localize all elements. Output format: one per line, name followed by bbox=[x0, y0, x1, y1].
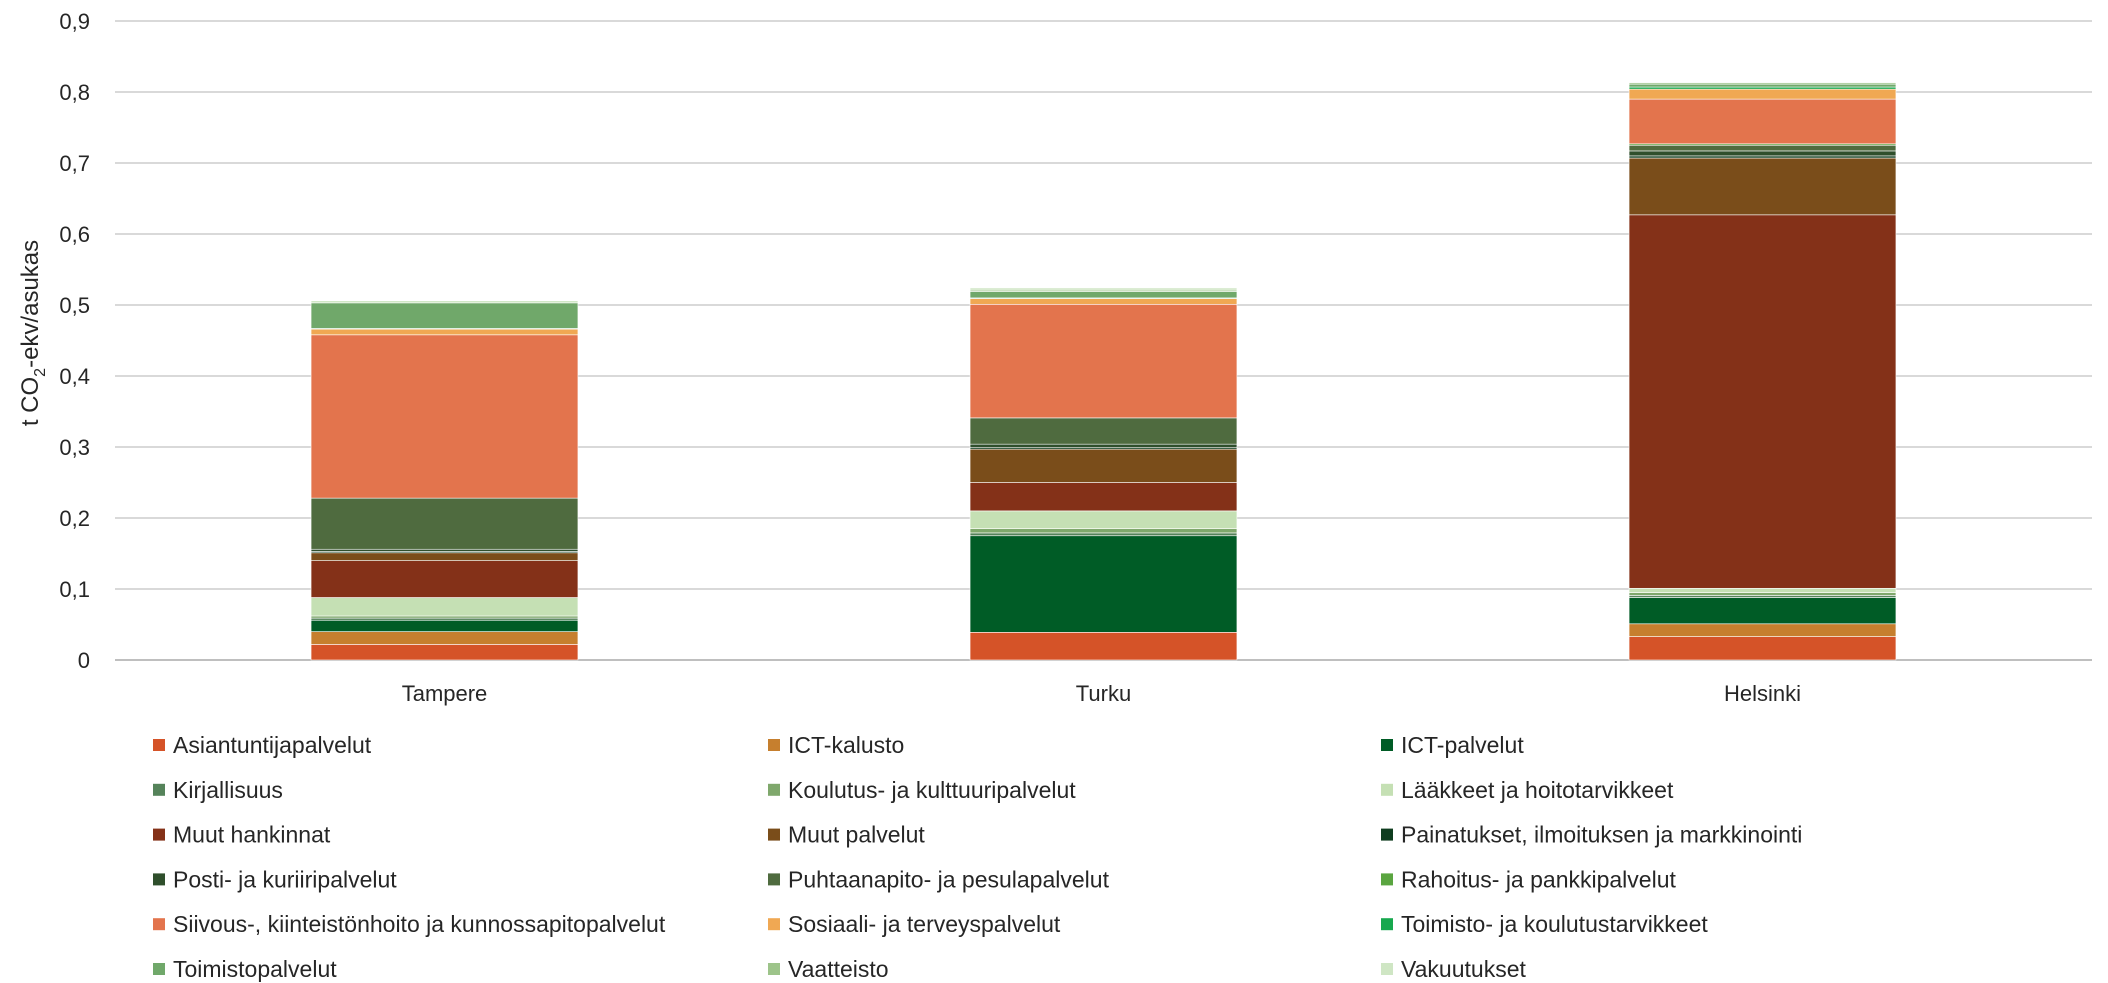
y-axis-label: t CO2-ekv/asukas bbox=[17, 240, 49, 426]
legend-swatch bbox=[153, 783, 165, 796]
legend-label: Kirjallisuus bbox=[173, 777, 283, 803]
bar-segment bbox=[310, 560, 579, 598]
bar-segment bbox=[969, 287, 1238, 291]
legend-swatch bbox=[153, 739, 165, 751]
bar-segment bbox=[1628, 595, 1897, 598]
bar-segment bbox=[969, 482, 1238, 512]
bar-segment bbox=[1628, 623, 1897, 637]
legend-swatch bbox=[768, 873, 780, 886]
bar-segment bbox=[1628, 597, 1897, 625]
bar-segment bbox=[969, 510, 1238, 529]
bar-segment bbox=[310, 644, 579, 661]
legend-label: Asiantuntijapalvelut bbox=[173, 732, 372, 758]
legend: Asiantuntijapalvelut ICT-kalusto ICT-palve… bbox=[153, 732, 1802, 982]
legend-label: Toimistopalvelut bbox=[173, 956, 337, 982]
bar-segment bbox=[1628, 81, 1897, 84]
bar-segment bbox=[310, 334, 579, 499]
y-tick-label: 0,4 bbox=[59, 364, 90, 389]
legend-label: Lääkkeet ja hoitotarvikkeet bbox=[1401, 777, 1674, 803]
bar-segment bbox=[1628, 592, 1897, 596]
bar-segment bbox=[969, 443, 1238, 449]
x-tick-label: Helsinki bbox=[1724, 681, 1801, 706]
legend-label: Sosiaali- ja terveyspalvelut bbox=[788, 911, 1061, 937]
bar-segment bbox=[1628, 155, 1897, 159]
bar-segment bbox=[310, 302, 579, 329]
bar-segment bbox=[969, 528, 1238, 534]
x-tick-label: Tampere bbox=[402, 681, 488, 706]
x-tick-label: Turku bbox=[1076, 681, 1131, 706]
legend-swatch bbox=[768, 739, 780, 751]
y-tick-label: 0,8 bbox=[59, 80, 90, 105]
legend-swatch bbox=[768, 828, 780, 841]
legend-swatch bbox=[1381, 873, 1393, 886]
bar-segment bbox=[969, 448, 1238, 483]
bar-segment bbox=[1628, 83, 1897, 88]
y-axis-ticks: 0 0,1 0,2 0,3 0,4 0,5 0,6 0,7 0,8 0,9 bbox=[59, 9, 90, 673]
y-tick-label: 0,6 bbox=[59, 222, 90, 247]
bar-segment bbox=[310, 300, 579, 304]
bar-segment bbox=[969, 532, 1238, 537]
bar-segment bbox=[1628, 636, 1897, 661]
bar-segment bbox=[310, 631, 579, 645]
bar-segment bbox=[310, 548, 579, 552]
bar-segment bbox=[969, 303, 1238, 419]
bar-segment bbox=[1628, 150, 1897, 157]
bar-segment bbox=[969, 291, 1238, 299]
legend-swatch bbox=[1381, 783, 1393, 796]
legend-swatch bbox=[1381, 918, 1393, 931]
y-tick-label: 0 bbox=[78, 648, 90, 673]
legend-label: Muut palvelut bbox=[788, 822, 925, 848]
y-tick-label: 0,3 bbox=[59, 435, 90, 460]
legend-label: ICT-palvelut bbox=[1401, 732, 1524, 758]
legend-label: Vakuutukset bbox=[1401, 956, 1526, 982]
bars bbox=[310, 81, 1897, 661]
bar-segment bbox=[310, 597, 579, 617]
bar-segment bbox=[310, 328, 579, 336]
legend-label: Muut hankinnat bbox=[173, 822, 331, 848]
legend-swatch bbox=[153, 963, 165, 975]
legend-swatch bbox=[768, 783, 780, 796]
y-tick-label: 0,7 bbox=[59, 151, 90, 176]
legend-swatch bbox=[1381, 963, 1393, 975]
bar-segment bbox=[1628, 587, 1897, 593]
legend-swatch bbox=[1381, 739, 1393, 751]
bar-segment bbox=[1628, 214, 1897, 589]
legend-label: Vaatteisto bbox=[788, 956, 889, 982]
bar-segment bbox=[1628, 86, 1897, 90]
bar-segment bbox=[1628, 88, 1897, 100]
legend-label: Puhtaanapito- ja pesulapalvelut bbox=[788, 866, 1110, 892]
y-tick-label: 0,1 bbox=[59, 577, 90, 602]
legend-label: ICT-kalusto bbox=[788, 732, 904, 758]
bar-segment bbox=[310, 497, 579, 550]
legend-label: Painatukset, ilmoituksen ja markkinointi bbox=[1401, 822, 1802, 848]
legend-swatch bbox=[153, 918, 165, 931]
bar-segment bbox=[969, 417, 1238, 445]
legend-swatch bbox=[768, 918, 780, 931]
bar-segment bbox=[1628, 98, 1897, 145]
legend-label: Posti- ja kuriiripalvelut bbox=[173, 866, 397, 892]
bar-segment bbox=[969, 535, 1238, 633]
bar-segment bbox=[310, 617, 579, 621]
bar-segment bbox=[310, 619, 579, 632]
x-axis-ticks: Tampere Turku Helsinki bbox=[402, 681, 1801, 706]
y-tick-label: 0,2 bbox=[59, 506, 90, 531]
y-tick-label: 0,9 bbox=[59, 9, 90, 34]
legend-label: Koulutus- ja kulttuuripalvelut bbox=[788, 777, 1076, 803]
bar-segment bbox=[1628, 157, 1897, 216]
legend-swatch bbox=[153, 873, 165, 886]
y-tick-label: 0,5 bbox=[59, 293, 90, 318]
legend-swatch bbox=[153, 828, 165, 841]
bar-segment bbox=[969, 298, 1238, 305]
bar-segment bbox=[1628, 144, 1897, 152]
legend-label: Toimisto- ja koulutustarvikkeet bbox=[1401, 911, 1708, 937]
bar-segment bbox=[969, 632, 1238, 661]
legend-swatch bbox=[768, 963, 780, 975]
legend-swatch bbox=[1381, 828, 1393, 841]
bar-segment bbox=[310, 615, 579, 619]
legend-label: Siivous-, kiinteistönhoito ja kunnossapi… bbox=[173, 911, 666, 937]
bar-segment bbox=[310, 552, 579, 561]
legend-label: Rahoitus- ja pankkipalvelut bbox=[1401, 866, 1676, 892]
